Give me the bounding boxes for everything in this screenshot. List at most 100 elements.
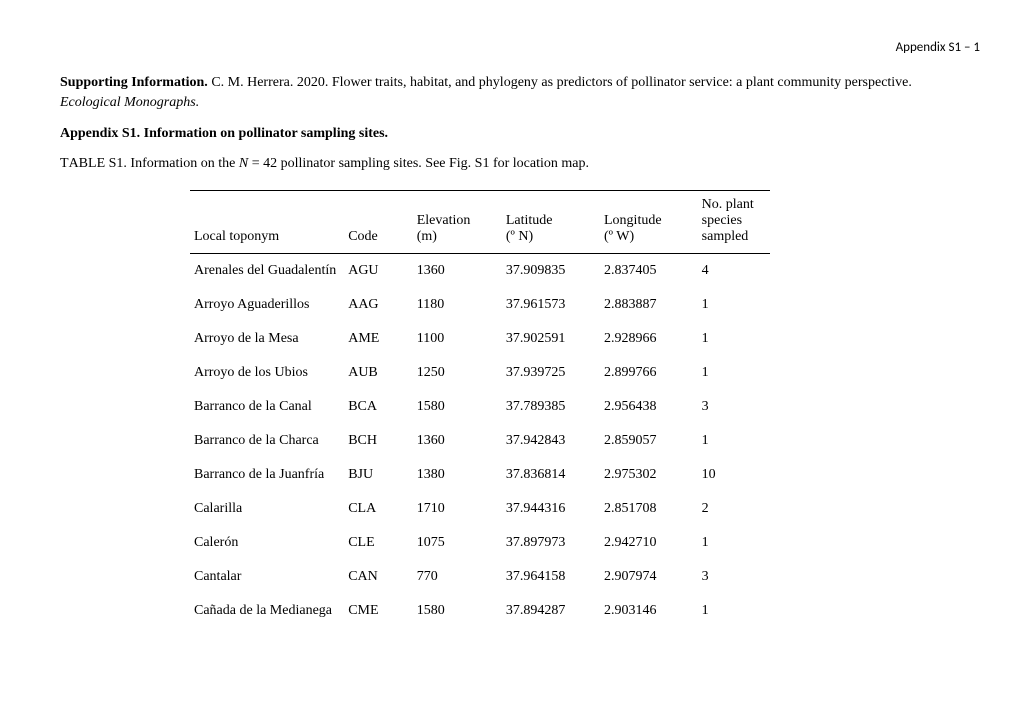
cell-toponym: Cantalar xyxy=(190,560,344,594)
cell-elev: 1100 xyxy=(413,322,502,356)
cell-code: AAG xyxy=(344,288,413,322)
cell-toponym: Barranco de la Charca xyxy=(190,424,344,458)
cell-code: CAN xyxy=(344,560,413,594)
cell-elev: 1360 xyxy=(413,254,502,289)
col-header-line2: (º N) xyxy=(506,229,596,245)
table-row: CalerónCLE107537.8979732.9427101 xyxy=(190,526,770,560)
cell-lon: 2.883887 xyxy=(600,288,698,322)
cell-toponym: Calerón xyxy=(190,526,344,560)
col-header-line1: No. plant species xyxy=(702,197,766,229)
cell-lat: 37.909835 xyxy=(502,254,600,289)
cell-elev: 1580 xyxy=(413,390,502,424)
cell-code: CME xyxy=(344,594,413,628)
cell-code: BJU xyxy=(344,458,413,492)
cell-toponym: Arroyo de los Ubios xyxy=(190,356,344,390)
cell-lon: 2.956438 xyxy=(600,390,698,424)
cell-nsp: 1 xyxy=(698,424,770,458)
cell-toponym: Arroyo Aguaderillos xyxy=(190,288,344,322)
col-header-line2: Local toponym xyxy=(194,229,340,245)
cell-elev: 1075 xyxy=(413,526,502,560)
cell-toponym: Arenales del Guadalentín xyxy=(190,254,344,289)
table-row: CantalarCAN77037.9641582.9079743 xyxy=(190,560,770,594)
cell-elev: 1180 xyxy=(413,288,502,322)
cell-lon: 2.899766 xyxy=(600,356,698,390)
cell-code: AUB xyxy=(344,356,413,390)
cell-lat: 37.939725 xyxy=(502,356,600,390)
cell-code: CLE xyxy=(344,526,413,560)
sampling-sites-table: Local toponym Code Elevation (m) Latitud… xyxy=(190,191,770,628)
col-header-nspecies: No. plant species sampled xyxy=(698,191,770,254)
cell-nsp: 3 xyxy=(698,560,770,594)
col-header-line2: sampled xyxy=(702,229,766,245)
cell-toponym: Calarilla xyxy=(190,492,344,526)
cell-nsp: 3 xyxy=(698,390,770,424)
table-row: Cañada de la MedianegaCME158037.8942872.… xyxy=(190,594,770,628)
table-row: Arroyo de los UbiosAUB125037.9397252.899… xyxy=(190,356,770,390)
table-row: Arroyo de la MesaAME110037.9025912.92896… xyxy=(190,322,770,356)
caption-after-n: = 42 pollinator sampling sites. See Fig.… xyxy=(248,156,589,171)
caption-label-smallcaps: ABLE xyxy=(69,156,106,171)
col-header-line2: (m) xyxy=(417,229,498,245)
cell-lat: 37.944316 xyxy=(502,492,600,526)
cell-code: AME xyxy=(344,322,413,356)
cell-elev: 1250 xyxy=(413,356,502,390)
cell-code: AGU xyxy=(344,254,413,289)
col-header-line2: (º W) xyxy=(604,229,694,245)
table-header-row: Local toponym Code Elevation (m) Latitud… xyxy=(190,191,770,254)
table-row: Arenales del GuadalentínAGU136037.909835… xyxy=(190,254,770,289)
citation-lead: Supporting Information. xyxy=(60,75,208,90)
appendix-title: Appendix S1. Information on pollinator s… xyxy=(60,126,960,142)
cell-code: BCA xyxy=(344,390,413,424)
cell-lon: 2.928966 xyxy=(600,322,698,356)
col-header-line2: Code xyxy=(348,229,409,245)
col-header-line1: Longitude xyxy=(604,213,694,229)
page-header-label: Appendix S1 – 1 xyxy=(60,40,980,55)
cell-lat: 37.964158 xyxy=(502,560,600,594)
cell-lon: 2.942710 xyxy=(600,526,698,560)
citation-journal: Ecological Monographs. xyxy=(60,95,199,110)
table-body: Arenales del GuadalentínAGU136037.909835… xyxy=(190,254,770,629)
cell-lon: 2.859057 xyxy=(600,424,698,458)
cell-elev: 1710 xyxy=(413,492,502,526)
cell-lat: 37.902591 xyxy=(502,322,600,356)
cell-nsp: 1 xyxy=(698,288,770,322)
citation-body: C. M. Herrera. 2020. Flower traits, habi… xyxy=(208,75,912,90)
cell-nsp: 1 xyxy=(698,356,770,390)
col-header-line1: Elevation xyxy=(417,213,498,229)
table-row: Barranco de la CharcaBCH136037.9428432.8… xyxy=(190,424,770,458)
cell-toponym: Cañada de la Medianega xyxy=(190,594,344,628)
cell-nsp: 1 xyxy=(698,594,770,628)
cell-nsp: 1 xyxy=(698,526,770,560)
cell-nsp: 10 xyxy=(698,458,770,492)
cell-elev: 1580 xyxy=(413,594,502,628)
table-row: Barranco de la CanalBCA158037.7893852.95… xyxy=(190,390,770,424)
col-header-elevation: Elevation (m) xyxy=(413,191,502,254)
col-header-latitude: Latitude (º N) xyxy=(502,191,600,254)
cell-nsp: 2 xyxy=(698,492,770,526)
col-header-longitude: Longitude (º W) xyxy=(600,191,698,254)
cell-nsp: 1 xyxy=(698,322,770,356)
col-header-toponym: Local toponym xyxy=(190,191,344,254)
cell-elev: 1380 xyxy=(413,458,502,492)
cell-elev: 770 xyxy=(413,560,502,594)
table-row: Barranco de la JuanfríaBJU138037.8368142… xyxy=(190,458,770,492)
cell-lon: 2.975302 xyxy=(600,458,698,492)
cell-lat: 37.789385 xyxy=(502,390,600,424)
cell-code: CLA xyxy=(344,492,413,526)
table-head: Local toponym Code Elevation (m) Latitud… xyxy=(190,191,770,254)
cell-toponym: Barranco de la Canal xyxy=(190,390,344,424)
cell-lon: 2.903146 xyxy=(600,594,698,628)
cell-toponym: Arroyo de la Mesa xyxy=(190,322,344,356)
caption-label-post: S1. Information on the xyxy=(105,156,239,171)
page: Appendix S1 – 1 Supporting Information. … xyxy=(0,0,1020,721)
cell-lat: 37.942843 xyxy=(502,424,600,458)
table-caption: TABLE S1. Information on the N = 42 poll… xyxy=(60,156,960,172)
cell-lon: 2.907974 xyxy=(600,560,698,594)
cell-lat: 37.836814 xyxy=(502,458,600,492)
cell-lat: 37.894287 xyxy=(502,594,600,628)
caption-n: N xyxy=(239,156,248,171)
cell-code: BCH xyxy=(344,424,413,458)
cell-lon: 2.851708 xyxy=(600,492,698,526)
cell-toponym: Barranco de la Juanfría xyxy=(190,458,344,492)
cell-nsp: 4 xyxy=(698,254,770,289)
